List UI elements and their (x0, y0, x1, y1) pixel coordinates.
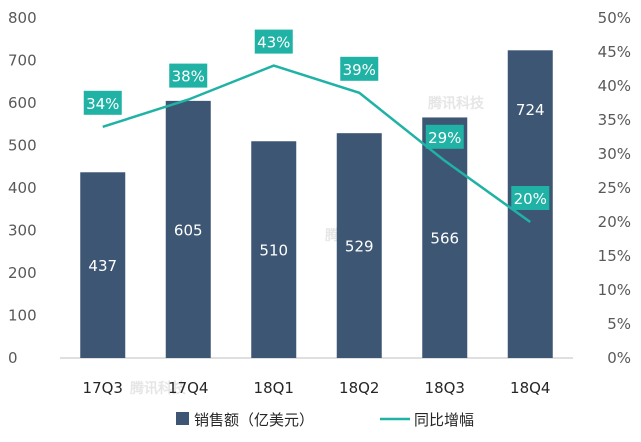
left-axis: 0 100 200 300 400 500 600 700 800 (8, 9, 37, 367)
bar-18Q2 (336, 133, 382, 358)
growth-value-label: 38% (172, 68, 205, 86)
watermark-text: 腾讯科技 (428, 95, 485, 112)
y-right-tick-label: 45% (598, 43, 631, 61)
growth-label-box (83, 90, 122, 115)
legend-bar-label: 销售额（亿美元） (194, 411, 314, 429)
y-right-tick-label: 15% (598, 247, 631, 265)
legend: 销售额（亿美元） 同比增幅 (176, 411, 474, 429)
y-left-tick-label: 100 (8, 307, 37, 325)
y-right-tick-label: 0% (607, 349, 631, 367)
bar-value-label: 566 (430, 230, 459, 248)
x-tick-label: 18Q2 (339, 379, 379, 397)
legend-bar-swatch (176, 412, 189, 425)
y-right-tick-label: 5% (607, 315, 631, 333)
y-right-tick-label: 25% (598, 179, 631, 197)
bar-value-label: 437 (88, 257, 117, 275)
bar-18Q3 (422, 117, 468, 358)
growth-label-box (254, 29, 293, 54)
y-right-tick-label: 30% (598, 145, 631, 163)
y-right-tick-label: 35% (598, 111, 631, 129)
bar-value-label: 724 (516, 101, 545, 119)
line-data-labels: 34% 38% 43% 39% 29% 20% (83, 29, 550, 210)
x-tick-label: 17Q3 (83, 379, 123, 397)
growth-label-box (425, 124, 464, 149)
x-tick-label: 18Q3 (425, 379, 465, 397)
bar-value-label: 529 (345, 238, 374, 256)
y-right-tick-label: 50% (598, 9, 631, 27)
y-right-tick-label: 40% (598, 77, 631, 95)
x-tick-label: 18Q4 (510, 379, 550, 397)
bar-series: 437 605 510 529 566 724 (80, 50, 553, 359)
growth-value-label: 29% (428, 129, 461, 147)
x-axis-categories: 17Q3 17Q4 18Q1 18Q2 18Q3 18Q4 (83, 379, 551, 397)
growth-label-box (169, 63, 208, 88)
y-right-tick-label: 20% (598, 213, 631, 231)
growth-line (102, 64, 531, 224)
growth-value-label: 20% (514, 190, 547, 208)
y-left-tick-label: 700 (8, 52, 37, 70)
y-left-tick-label: 400 (8, 179, 37, 197)
right-axis: 0% 5% 10% 15% 20% 25% 30% 35% 40% 45% 50% (598, 9, 631, 367)
growth-label-box (340, 56, 379, 81)
growth-label-box (511, 186, 550, 210)
y-left-tick-label: 300 (8, 222, 37, 240)
x-tick-label: 18Q1 (254, 379, 294, 397)
bar-value-label: 510 (259, 242, 288, 260)
y-left-tick-label: 800 (8, 9, 37, 27)
y-left-tick-label: 200 (8, 264, 37, 282)
watermark-text: 腾讯科技 (130, 380, 187, 397)
bar-17Q4 (165, 100, 211, 358)
bar-18Q1 (251, 141, 297, 358)
growth-value-label: 43% (257, 34, 290, 52)
y-left-tick-label: 600 (8, 94, 37, 112)
bar-17Q3 (80, 172, 126, 358)
legend-line-label: 同比增幅 (414, 411, 474, 429)
y-left-tick-label: 0 (8, 349, 18, 367)
y-left-tick-label: 500 (8, 137, 37, 155)
bar-value-label: 605 (174, 221, 203, 239)
growth-value-label: 34% (86, 95, 119, 113)
y-right-tick-label: 10% (598, 281, 631, 299)
growth-value-label: 39% (343, 61, 376, 79)
x-tick-label: 17Q4 (168, 379, 208, 397)
